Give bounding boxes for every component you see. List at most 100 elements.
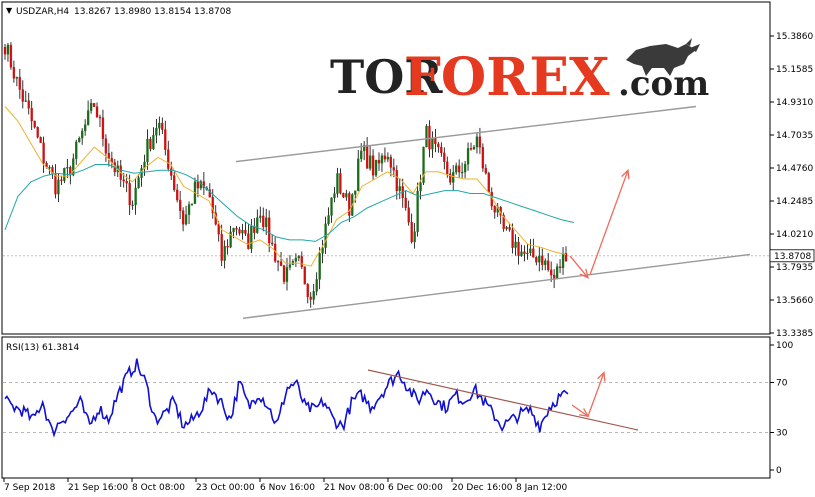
candlestick bbox=[460, 162, 464, 178]
price-tick-label: 15.3860 bbox=[776, 32, 813, 42]
ohlc-close: 13.8708 bbox=[194, 7, 231, 17]
candlestick bbox=[443, 147, 446, 170]
candlestick bbox=[472, 144, 476, 151]
candlestick bbox=[6, 42, 10, 62]
candlestick bbox=[72, 153, 75, 177]
candlestick bbox=[137, 174, 140, 189]
candlestick bbox=[178, 190, 182, 220]
candlestick bbox=[288, 255, 292, 271]
candlestick bbox=[173, 171, 176, 192]
candlestick bbox=[398, 178, 401, 200]
collapse-arrow-icon[interactable]: ▼ bbox=[6, 6, 13, 15]
time-tick-label: 6 Nov 16:00 bbox=[260, 483, 315, 493]
price-tick-label: 14.9310 bbox=[776, 98, 813, 108]
candlestick bbox=[152, 127, 155, 151]
forecast-arrow bbox=[589, 168, 630, 275]
candlestick bbox=[238, 226, 241, 236]
candlestick bbox=[101, 109, 105, 147]
candlestick bbox=[315, 272, 318, 296]
candlestick bbox=[437, 141, 440, 153]
candlestick bbox=[262, 207, 265, 232]
rsi-forecast-arrow bbox=[587, 371, 606, 417]
candlestick bbox=[190, 203, 194, 206]
candlestick bbox=[564, 246, 568, 262]
candlestick bbox=[425, 124, 428, 148]
candlestick bbox=[134, 178, 137, 215]
candlestick bbox=[544, 258, 547, 271]
price-tick-label: 14.0210 bbox=[776, 230, 813, 240]
candlestick bbox=[75, 139, 78, 165]
candlestick bbox=[484, 164, 488, 175]
candlestick bbox=[279, 251, 283, 267]
candlestick bbox=[18, 68, 21, 99]
rsi-tick-label: 0 bbox=[776, 466, 782, 476]
candlestick bbox=[547, 252, 550, 272]
candlestick bbox=[413, 223, 416, 249]
moving-average-line bbox=[4, 164, 575, 242]
time-tick-label: 23 Oct 00:00 bbox=[196, 483, 255, 493]
candlestick bbox=[300, 251, 303, 270]
price-tick-label: 14.2485 bbox=[776, 197, 813, 207]
candlestick bbox=[223, 240, 226, 269]
candlestick bbox=[181, 207, 185, 232]
price-axis: 15.3860 15.1585 14.9310 14.7035 14.4760 14.24… bbox=[769, 32, 815, 339]
candlestick bbox=[164, 120, 167, 156]
candlestick bbox=[217, 220, 220, 242]
candlestick bbox=[276, 259, 280, 272]
candlestick bbox=[505, 225, 508, 231]
ohlc-low: 13.8154 bbox=[154, 7, 191, 17]
candlestick bbox=[176, 183, 179, 203]
candlestick bbox=[404, 190, 407, 211]
candlestick bbox=[167, 140, 170, 172]
candlestick bbox=[158, 116, 161, 136]
candlestick bbox=[380, 153, 384, 172]
moving-average-line bbox=[4, 106, 567, 267]
candlestick bbox=[455, 162, 458, 175]
price-tick-label: 13.5660 bbox=[776, 296, 813, 306]
current-price-box bbox=[769, 249, 815, 263]
candlestick bbox=[24, 90, 27, 102]
candlestick bbox=[95, 102, 99, 118]
candlestick bbox=[502, 212, 505, 232]
candlestick bbox=[363, 141, 366, 161]
candlestick bbox=[336, 167, 339, 198]
candlestick bbox=[410, 213, 413, 244]
candlestick bbox=[526, 243, 529, 260]
candlestick bbox=[39, 136, 42, 143]
rsi-axis: 100 70 30 0 bbox=[770, 341, 793, 476]
candlestick bbox=[21, 80, 24, 109]
candlestick bbox=[371, 149, 375, 180]
rsi-tick-label: 30 bbox=[776, 429, 788, 439]
candlestick bbox=[282, 264, 286, 285]
ohlc-high: 13.8980 bbox=[114, 7, 151, 17]
candlestick bbox=[104, 134, 108, 162]
candlestick bbox=[98, 114, 102, 128]
time-tick-label: 6 Dec 00:00 bbox=[388, 483, 443, 493]
rsi-tick-label: 100 bbox=[776, 341, 793, 351]
time-tick-label: 21 Sep 16:00 bbox=[68, 483, 128, 493]
candlestick bbox=[36, 126, 39, 139]
candlestick bbox=[365, 137, 369, 169]
candlestick bbox=[235, 225, 238, 236]
candlestick bbox=[345, 189, 348, 201]
candlestick bbox=[330, 197, 333, 223]
candlestick bbox=[374, 159, 378, 177]
candlestick bbox=[416, 182, 419, 237]
candlestick bbox=[208, 183, 211, 198]
price-tick-label: 13.3385 bbox=[776, 329, 813, 339]
candlestick bbox=[155, 118, 158, 144]
candlestick bbox=[259, 206, 262, 223]
candlestick bbox=[377, 152, 381, 171]
logo-part-tor: TOR bbox=[330, 50, 443, 104]
candlestick bbox=[309, 292, 312, 308]
candlestick bbox=[63, 167, 66, 184]
candlestick bbox=[529, 239, 532, 256]
candlestick bbox=[333, 186, 336, 203]
channel-trendline bbox=[242, 253, 751, 319]
candlestick bbox=[449, 168, 452, 185]
candlestick bbox=[481, 143, 485, 172]
candlestick bbox=[15, 76, 19, 87]
logo-part-com: .com bbox=[618, 64, 709, 104]
